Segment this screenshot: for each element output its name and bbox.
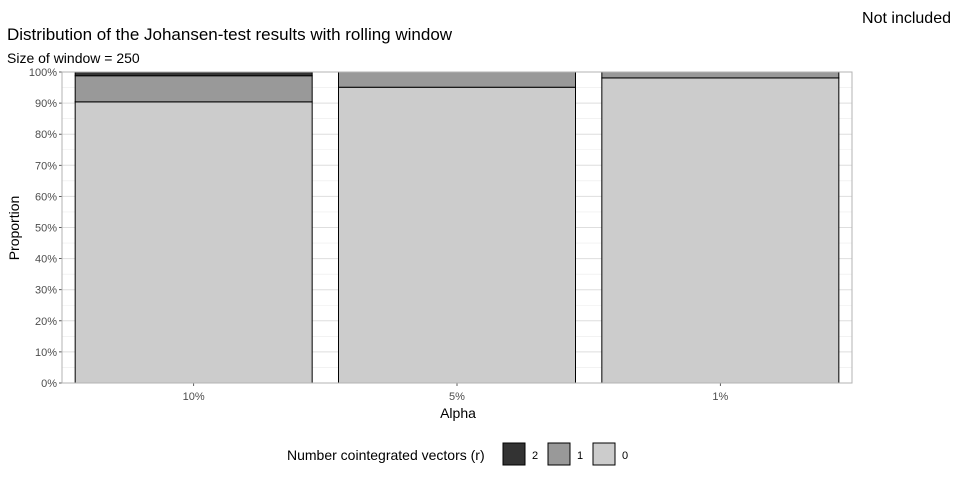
y-tick-label: 10%	[35, 347, 57, 359]
y-tick-label: 40%	[35, 254, 57, 266]
y-tick-label: 100%	[29, 67, 57, 79]
legend-key-2	[502, 442, 526, 466]
bar-segment	[601, 77, 840, 384]
legend-label-0: 0	[622, 450, 628, 462]
plot-border	[61, 71, 853, 384]
chart-title: Distribution of the Johansen-test result…	[7, 25, 453, 44]
chart-subtitle: Size of window = 250	[7, 50, 140, 66]
legend: Number cointegrated vectors (r) 2 1 0	[287, 442, 628, 466]
legend-key-1	[547, 442, 571, 466]
y-tick-label: 90%	[35, 98, 57, 110]
y-tick-label: 70%	[35, 160, 57, 172]
x-tick-label: 5%	[449, 391, 465, 403]
y-axis-title: Proportion	[6, 196, 22, 261]
y-tick-label: 50%	[35, 223, 57, 235]
y-tick-label: 0%	[41, 378, 57, 390]
plot-area: 0% 10% 20% 30% 40% 50% 60% 70% 80% 90% 100% 10% 5% 1%	[29, 67, 853, 403]
not-included-label: Not included	[862, 10, 951, 27]
x-tick-label: 1%	[712, 391, 728, 403]
bar-segment	[74, 101, 313, 384]
y-tick-label: 80%	[35, 129, 57, 141]
legend-title: Number cointegrated vectors (r)	[287, 447, 485, 463]
bar-segment	[74, 71, 313, 77]
bar-segment	[338, 86, 576, 384]
y-tick-label: 30%	[35, 285, 57, 297]
y-tick-label: 20%	[35, 316, 57, 328]
bar-segment	[338, 71, 576, 88]
bar-segment	[601, 71, 840, 79]
legend-key-0	[592, 442, 616, 466]
x-axis-title: Alpha	[440, 405, 476, 421]
bar-segment	[74, 75, 313, 103]
x-tick-label: 10%	[183, 391, 205, 403]
legend-label-1: 1	[577, 450, 583, 462]
legend-label-2: 2	[532, 450, 538, 462]
y-tick-label: 60%	[35, 191, 57, 203]
